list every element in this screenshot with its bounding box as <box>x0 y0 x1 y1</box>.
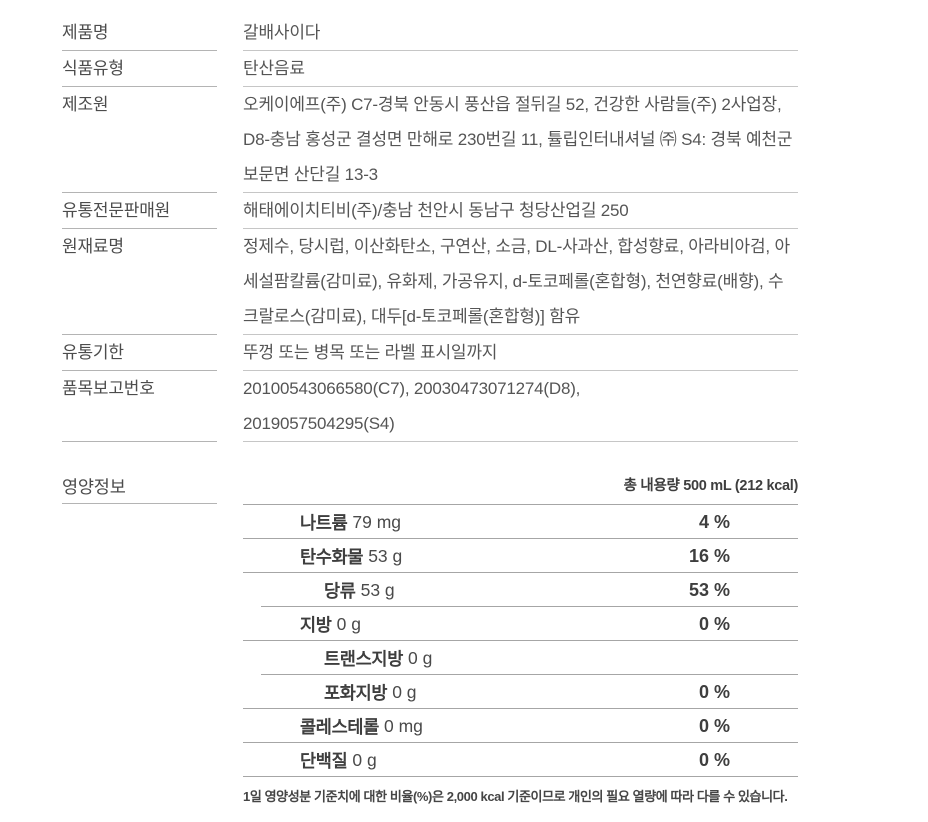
info-label: 품목보고번호 <box>62 371 217 442</box>
nutrient-daily-percent: 0 % <box>698 749 730 770</box>
nutrient-name: 나트륨 <box>300 512 348 533</box>
info-label: 제품명 <box>62 15 217 51</box>
nutrition-row-fat: 지방 0 g 0 % <box>243 607 798 641</box>
nutrient-amount: 0 g <box>392 681 417 702</box>
nutrient-name: 포화지방 <box>324 682 388 703</box>
nutrient-name: 트랜스지방 <box>324 648 403 669</box>
info-row-expiration: 유통기한 뚜껑 또는 병목 또는 라벨 표시일까지 <box>62 335 866 371</box>
nutrient-amount: 53 g <box>368 545 403 566</box>
nutrient-daily-percent: 0 % <box>698 613 730 634</box>
nutrition-row-sodium: 나트륨 79 mg 4 % <box>243 505 798 539</box>
info-label: 유통전문판매원 <box>62 193 217 229</box>
product-info-table: 제품명 갈배사이다 식품유형 탄산음료 제조원 오케이에프(주) C7-경북 안… <box>62 15 866 442</box>
info-label: 원재료명 <box>62 229 217 335</box>
info-value: 탄산음료 <box>243 51 798 87</box>
daily-value-footnote: 1일 영양성분 기준치에 대한 비율(%)은 2,000 kcal 기준이므로 … <box>243 789 788 804</box>
nutrition-row-cholesterol: 콜레스테롤 0 mg 0 % <box>243 709 798 743</box>
info-value: 해태에이치티비(주)/충남 천안시 동남구 청당산업길 250 <box>243 193 798 229</box>
info-row-ingredients: 원재료명 정제수, 당시럽, 이산화탄소, 구연산, 소금, DL-사과산, 합… <box>62 229 866 335</box>
info-label: 식품유형 <box>62 51 217 87</box>
nutrient-daily-percent: 4 % <box>698 511 730 532</box>
nutrition-table: 총 내용량 500 mL (212 kcal) 나트륨 79 mg 4 % 탄수… <box>243 474 798 805</box>
nutrient-daily-percent: 0 % <box>698 681 730 702</box>
total-volume-calories: 총 내용량 500 mL (212 kcal) <box>623 478 799 494</box>
info-value: 정제수, 당시럽, 이산화탄소, 구연산, 소금, DL-사과산, 합성향료, … <box>243 229 798 335</box>
info-label: 제조원 <box>62 87 217 193</box>
info-value: 갈배사이다 <box>243 15 798 51</box>
nutrient-daily-percent: 53 % <box>688 579 730 600</box>
info-label: 유통기한 <box>62 335 217 371</box>
nutrient-name: 탄수화물 <box>300 546 364 567</box>
nutrition-row-trans-fat: 트랜스지방 0 g <box>243 641 798 675</box>
nutrient-amount: 0 g <box>352 749 377 770</box>
nutrition-rows: 나트륨 79 mg 4 % 탄수화물 53 g 16 % 당류 53 g 53 … <box>243 504 798 777</box>
info-value: 20100543066580(C7), 20030473071274(D8), … <box>243 371 798 442</box>
info-row-distributor: 유통전문판매원 해태에이치티비(주)/충남 천안시 동남구 청당산업길 250 <box>62 193 866 229</box>
nutrient-name: 당류 <box>324 580 356 601</box>
info-row-product-name: 제품명 갈배사이다 <box>62 15 866 51</box>
info-row-manufacturer: 제조원 오케이에프(주) C7-경북 안동시 풍산읍 절뒤길 52, 건강한 사… <box>62 87 866 193</box>
info-row-report-number: 품목보고번호 20100543066580(C7), 2003047307127… <box>62 371 866 442</box>
nutrient-daily-percent: 16 % <box>688 545 730 566</box>
nutrient-daily-percent: 0 % <box>698 715 730 736</box>
nutrition-row-carbohydrate: 탄수화물 53 g 16 % <box>243 539 798 573</box>
nutrient-amount: 53 g <box>360 579 395 600</box>
nutrition-facts-section: 영양정보 총 내용량 500 mL (212 kcal) 나트륨 79 mg 4… <box>62 474 866 805</box>
nutrition-title: 영양정보 <box>62 474 217 504</box>
nutrition-row-saturated-fat: 포화지방 0 g 0 % <box>243 675 798 709</box>
nutrition-row-protein: 단백질 0 g 0 % <box>243 743 798 777</box>
nutrition-row-sugars: 당류 53 g 53 % <box>243 573 798 607</box>
nutrient-amount: 0 mg <box>384 715 423 736</box>
nutrient-amount: 0 g <box>408 647 433 668</box>
nutrient-name: 단백질 <box>300 750 348 771</box>
nutrient-amount: 79 mg <box>352 511 402 532</box>
info-value: 뚜껑 또는 병목 또는 라벨 표시일까지 <box>243 335 798 371</box>
info-row-food-type: 식품유형 탄산음료 <box>62 51 866 87</box>
nutrient-name: 콜레스테롤 <box>300 716 379 737</box>
nutrient-name: 지방 <box>300 614 332 635</box>
product-detail-panel: 제품명 갈배사이다 식품유형 탄산음료 제조원 오케이에프(주) C7-경북 안… <box>62 15 866 805</box>
nutrient-amount: 0 g <box>336 613 361 634</box>
info-value: 오케이에프(주) C7-경북 안동시 풍산읍 절뒤길 52, 건강한 사람들(주… <box>243 87 798 193</box>
